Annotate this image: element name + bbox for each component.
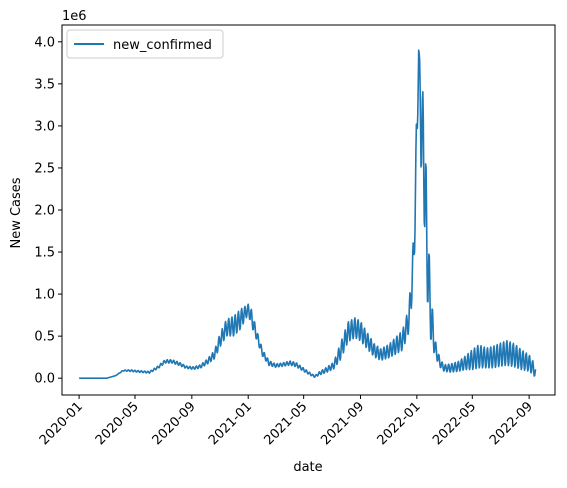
y-tick-label: 2.0 bbox=[34, 204, 55, 219]
y-offset-label: 1e6 bbox=[62, 9, 87, 24]
legend-box bbox=[66, 29, 224, 59]
legend: new_confirmed bbox=[66, 29, 224, 59]
y-tick-label: 1.5 bbox=[34, 246, 55, 261]
y-tick-label: 0.5 bbox=[34, 330, 55, 345]
y-tick-label: 0.0 bbox=[34, 372, 55, 387]
y-tick-label: 3.5 bbox=[34, 77, 55, 92]
y-tick-label: 3.0 bbox=[34, 119, 55, 134]
x-axis-label: date bbox=[293, 460, 322, 475]
plot-area bbox=[78, 49, 537, 379]
y-tick-label: 2.5 bbox=[34, 161, 55, 176]
y-axis-label: New Cases bbox=[9, 177, 24, 248]
y-tick-label: 1.0 bbox=[34, 288, 55, 303]
series-line-new_confirmed bbox=[78, 49, 537, 379]
y-axis: 0.0 0.5 1.0 1.5 2.0 2.5 3.0 3.5 4.0 bbox=[34, 35, 62, 387]
legend-label: new_confirmed bbox=[113, 38, 212, 53]
y-tick-label: 4.0 bbox=[34, 35, 55, 50]
